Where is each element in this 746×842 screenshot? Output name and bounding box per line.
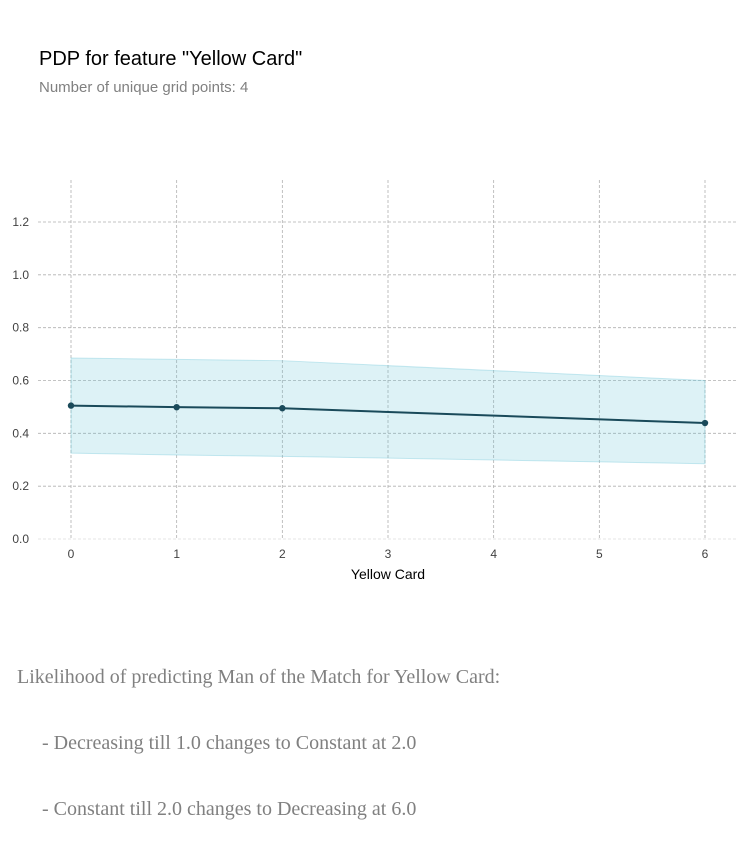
x-tick-label: 0 (68, 547, 75, 561)
pdp-line (70, 404, 706, 425)
pdp-summary: Likelihood of predicting Man of the Matc… (17, 622, 500, 842)
y-tick-label: 0.2 (12, 479, 29, 493)
y-tick-label: 1.2 (12, 215, 29, 229)
summary-line-2: - Decreasing till 1.0 changes to Constan… (17, 732, 417, 754)
chart-subtitle: Number of unique grid points: 4 (39, 79, 249, 96)
confidence-band (70, 357, 706, 465)
x-tick-label: 2 (279, 547, 286, 561)
summary-line-3: - Constant till 2.0 changes to Decreasin… (17, 798, 417, 820)
y-tick-label: 0.0 (12, 532, 29, 546)
pdp-point (173, 403, 180, 411)
x-axis-label: Yellow Card (351, 566, 425, 582)
x-tick-label: 5 (596, 547, 603, 561)
confidence-band-layer (70, 357, 706, 465)
x-tick-label: 6 (702, 547, 709, 561)
pdp-point (701, 419, 709, 427)
y-tick-label: 0.8 (12, 321, 29, 335)
x-tick-label: 1 (173, 547, 180, 561)
y-tick-label: 0.6 (12, 374, 29, 388)
pdp-line-layer (67, 402, 709, 427)
pdp-point (67, 402, 75, 409)
y-tick-label: 1.0 (12, 268, 29, 282)
summary-line-1: Likelihood of predicting Man of the Matc… (17, 666, 501, 688)
x-tick-label: 3 (385, 547, 392, 561)
tick-labels: 0.0 0.2 0.4 0.6 0.8 1.0 1.2 0 1 2 3 4 5 6 (12, 215, 708, 561)
chart-title: PDP for feature "Yellow Card" (39, 48, 303, 70)
y-tick-label: 0.4 (12, 426, 29, 440)
grid-lines (38, 180, 738, 540)
pdp-chart: 0.0 0.2 0.4 0.6 0.8 1.0 1.2 0 1 2 3 4 5 6 Yellow Card (12, 180, 738, 582)
x-tick-label: 4 (490, 547, 497, 561)
pdp-point (279, 405, 286, 412)
